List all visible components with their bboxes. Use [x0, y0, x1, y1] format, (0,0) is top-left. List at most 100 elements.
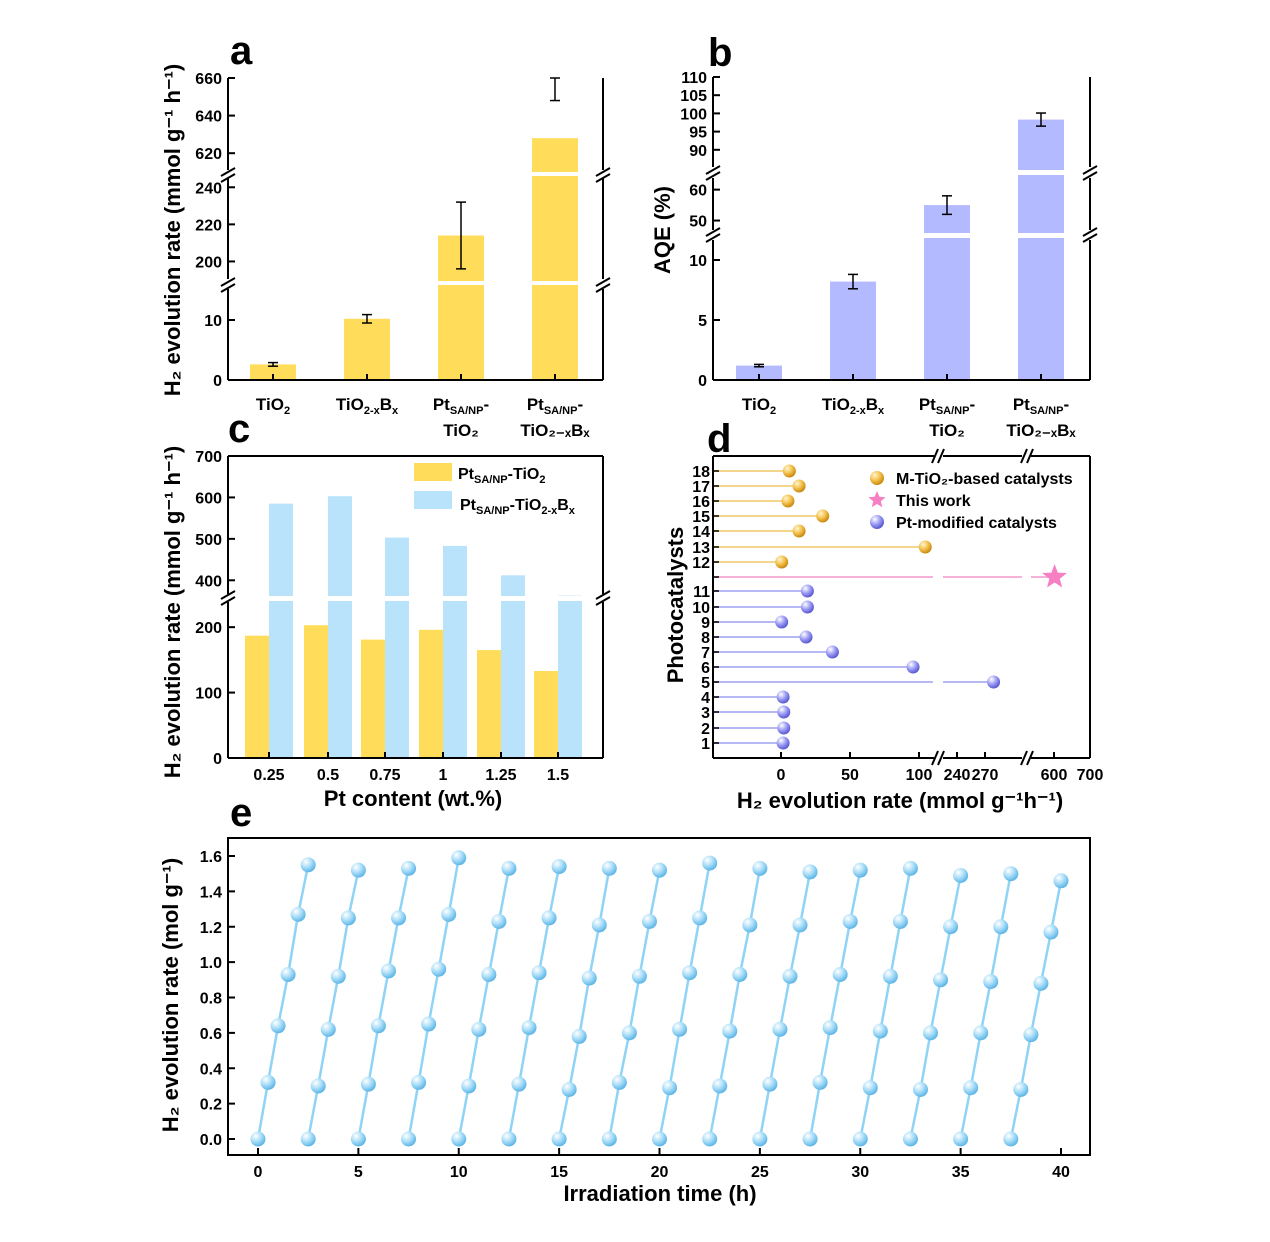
- cycle-line-e-13: [909, 875, 962, 1140]
- panel-e-axes: 0 5 10 15 20 25 30 35 40 0.0 0.2 0.4 0.6 0.8 1.0 1.2 1.4…: [200, 837, 1091, 1181]
- xtick-label-c: 0.25: [253, 767, 284, 784]
- ytick-label-c: 400: [195, 573, 222, 590]
- point-d-13: [918, 540, 932, 554]
- ytick-label-a: 0: [213, 373, 222, 390]
- point-d-2: [777, 705, 791, 719]
- legend-label-d-1: M-TiO₂-based catalysts: [896, 471, 1073, 488]
- point-d-4: [987, 675, 1001, 689]
- xcat-label-b-1-part: 2-x: [850, 405, 867, 417]
- xtick-label-c: 0.5: [317, 767, 339, 784]
- bar-a-0: [250, 364, 296, 380]
- axis-break-b: [705, 165, 721, 175]
- bar-c-s1-1: [304, 625, 328, 758]
- xcat-label-b-2-line2: TiO₂: [929, 421, 965, 440]
- xcat-label-a-3-line2: TiO₂₋ₓBₓ: [520, 421, 590, 440]
- axis-break-b: [1082, 165, 1098, 175]
- xcat-label-a-3: PtSA/NP-: [527, 395, 583, 417]
- cycle-line-e-10: [758, 871, 812, 1140]
- xtick-label-d: 100: [906, 767, 933, 784]
- legend-label-c-2-part: -TiO: [510, 497, 542, 514]
- point-e-0-4: [290, 906, 306, 922]
- point-e-2-5: [401, 860, 417, 876]
- axis-break-d: [1020, 448, 1028, 464]
- point-e-4-4: [491, 913, 507, 929]
- point-d-7: [799, 630, 813, 644]
- point-e-11-3: [832, 967, 848, 983]
- point-e-9-5: [752, 860, 768, 876]
- point-e-6-2: [571, 1028, 587, 1044]
- panel-e-plot: [250, 850, 1069, 1147]
- ytick-label-b: 10: [689, 253, 707, 270]
- point-e-2-1: [360, 1076, 376, 1092]
- axis-break-b: [705, 233, 721, 243]
- axis-break-a: [220, 277, 236, 287]
- axis-break-d: [931, 750, 939, 766]
- point-e-9-3: [732, 967, 748, 983]
- xcat-label-a-2-part: SA/NP: [450, 405, 484, 417]
- panel-b-ylabel: AQE (%): [650, 186, 675, 274]
- axis-break-b: [705, 171, 721, 181]
- point-e-3-1: [411, 1074, 427, 1090]
- ytick-label-a: 220: [195, 217, 222, 234]
- ytick-label-d: 12: [692, 555, 710, 572]
- ytick-label-d: 15: [692, 509, 710, 526]
- legend-label-c-1-part: -TiO: [508, 466, 540, 483]
- point-e-4-1: [461, 1078, 477, 1094]
- panel-c-chart: 0 100 200 400 500 600 700 0.25 0.5 0.75 1 1.25 1.5 P…: [160, 446, 611, 811]
- panel-label-a: a: [230, 29, 253, 73]
- point-e-2-3: [380, 963, 396, 979]
- break-band-b: [714, 170, 1089, 175]
- point-e-1-5: [350, 862, 366, 878]
- cycle-line-e-9: [708, 868, 762, 1140]
- ytick-label-d: 13: [692, 540, 710, 557]
- ytick-label-d: 4: [701, 690, 710, 707]
- ytick-label-c: 0: [213, 751, 222, 768]
- axis-break-b: [1082, 171, 1098, 181]
- ytick-label-d: 14: [692, 524, 710, 541]
- axis-break-b: [1082, 227, 1098, 237]
- axis-break-a: [220, 167, 236, 177]
- xcat-label-b-3: PtSA/NP-: [1013, 395, 1069, 417]
- axis-break-b: [705, 227, 721, 237]
- panel-e-chart: 0 5 10 15 20 25 30 35 40 0.0 0.2 0.4 0.6 0.8 1.0 1.2 1.4…: [158, 837, 1091, 1206]
- point-e-11-1: [812, 1074, 828, 1090]
- ytick-label-c: 600: [195, 490, 222, 507]
- xcat-label-a-3-part: Pt: [527, 395, 544, 414]
- xtick-label-e: 15: [550, 1164, 568, 1181]
- xcat-label-b-1: TiO2-xBx: [822, 395, 885, 417]
- legend-label-c-2-part: x: [569, 505, 576, 517]
- xtick-label-e: 40: [1052, 1164, 1070, 1181]
- cycle-line-e-1: [306, 869, 360, 1140]
- point-e-12-1: [862, 1080, 878, 1096]
- point-e-11-5: [852, 862, 868, 878]
- legend-label-c-2-part: SA/NP: [476, 505, 510, 517]
- point-e-15-1: [1013, 1081, 1029, 1097]
- ytick-label-d: 10: [692, 600, 710, 617]
- bar-b-2: [924, 205, 970, 380]
- point-e-1-4: [340, 910, 356, 926]
- cycle-line-e-14: [959, 873, 1013, 1140]
- xtick-label-d: 50: [841, 767, 859, 784]
- point-e-15-3: [1033, 975, 1049, 991]
- xtick-label-d: 600: [1041, 767, 1068, 784]
- xtick-label-e: 5: [354, 1164, 363, 1181]
- panel-label-d: d: [707, 417, 731, 461]
- point-d-10: [800, 584, 814, 598]
- point-e-13-3: [933, 972, 949, 988]
- xtick-label-d: 240: [944, 767, 971, 784]
- point-d-6: [825, 645, 839, 659]
- axis-break-a: [220, 283, 236, 293]
- panel-label-e: e: [230, 791, 252, 835]
- point-e-13-0: [902, 1131, 918, 1147]
- point-d-12: [775, 555, 789, 569]
- axis-break-c: [220, 596, 236, 606]
- ytick-label-d: 5: [701, 675, 710, 692]
- axis-break-d: [1020, 750, 1028, 766]
- xcat-label-b-0-part: TiO: [742, 395, 770, 414]
- xtick-label-c: 1.5: [547, 767, 569, 784]
- axis-break-d: [1026, 750, 1034, 766]
- point-e-3-5: [451, 850, 467, 866]
